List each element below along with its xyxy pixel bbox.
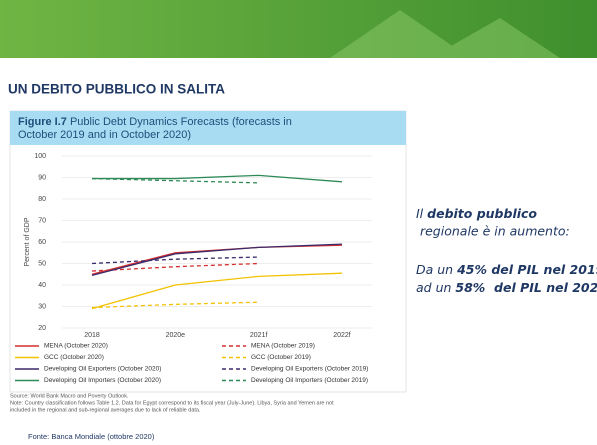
y-tick-label: 50 — [38, 260, 46, 267]
x-tick-label: 2018 — [84, 332, 100, 339]
legend-label: MENA (October 2020) — [44, 343, 108, 350]
y-tick-label: 60 — [38, 239, 46, 246]
legend-label: MENA (October 2019) — [251, 343, 315, 350]
legend-label: Developing Oil Importers (October 2020) — [44, 377, 161, 384]
x-tick-label: 2022f — [333, 332, 351, 339]
y-tick-label: 20 — [38, 325, 46, 332]
y-tick-label: 70 — [38, 217, 46, 224]
header-decoration — [330, 10, 560, 58]
body-text: Da un 45% del PIL nel 2019 — [416, 262, 597, 277]
y-axis-label: Percent of GDP — [24, 217, 31, 266]
legend-label: Developing Oil Exporters (October 2020) — [44, 366, 161, 373]
series-line — [92, 174, 343, 183]
figure-title: October 2019 and in October 2020) — [18, 129, 191, 141]
slide-heading: UN DEBITO PUBBLICO IN SALITA — [8, 82, 225, 97]
body-text: ad un 58% del PIL nel 2022. — [416, 280, 597, 295]
legend-label: GCC (October 2020) — [44, 354, 104, 361]
legend-label: Developing Oil Importers (October 2019) — [251, 377, 368, 384]
series-line — [91, 272, 343, 310]
figure-title: Figure I.7 Public Debt Dynamics Forecast… — [18, 116, 292, 128]
body-text: Il debito pubblico — [416, 206, 537, 221]
x-tick-label: 2020e — [166, 332, 186, 339]
legend-label: Developing Oil Exporters (October 2019) — [251, 366, 368, 373]
y-tick-label: 30 — [38, 303, 46, 310]
y-tick-label: 80 — [38, 196, 46, 203]
body-text: regionale è in aumento: — [416, 224, 570, 239]
source: Source: World Bank Macro and Poverty Out… — [10, 393, 129, 399]
legend-label: GCC (October 2019) — [251, 354, 311, 361]
note: included in the regional and sub-regiona… — [10, 407, 201, 413]
footer: Fonte: Banca Mondiale (ottobre 2020) — [28, 432, 155, 441]
x-tick-label: 2021f — [250, 332, 268, 339]
note: Note: Country classification follows Tab… — [10, 400, 334, 406]
figure-title-box — [10, 111, 406, 145]
y-tick-label: 40 — [38, 282, 46, 289]
y-tick-label: 90 — [38, 174, 46, 181]
y-tick-label: 100 — [34, 153, 46, 160]
series-line — [91, 243, 343, 276]
